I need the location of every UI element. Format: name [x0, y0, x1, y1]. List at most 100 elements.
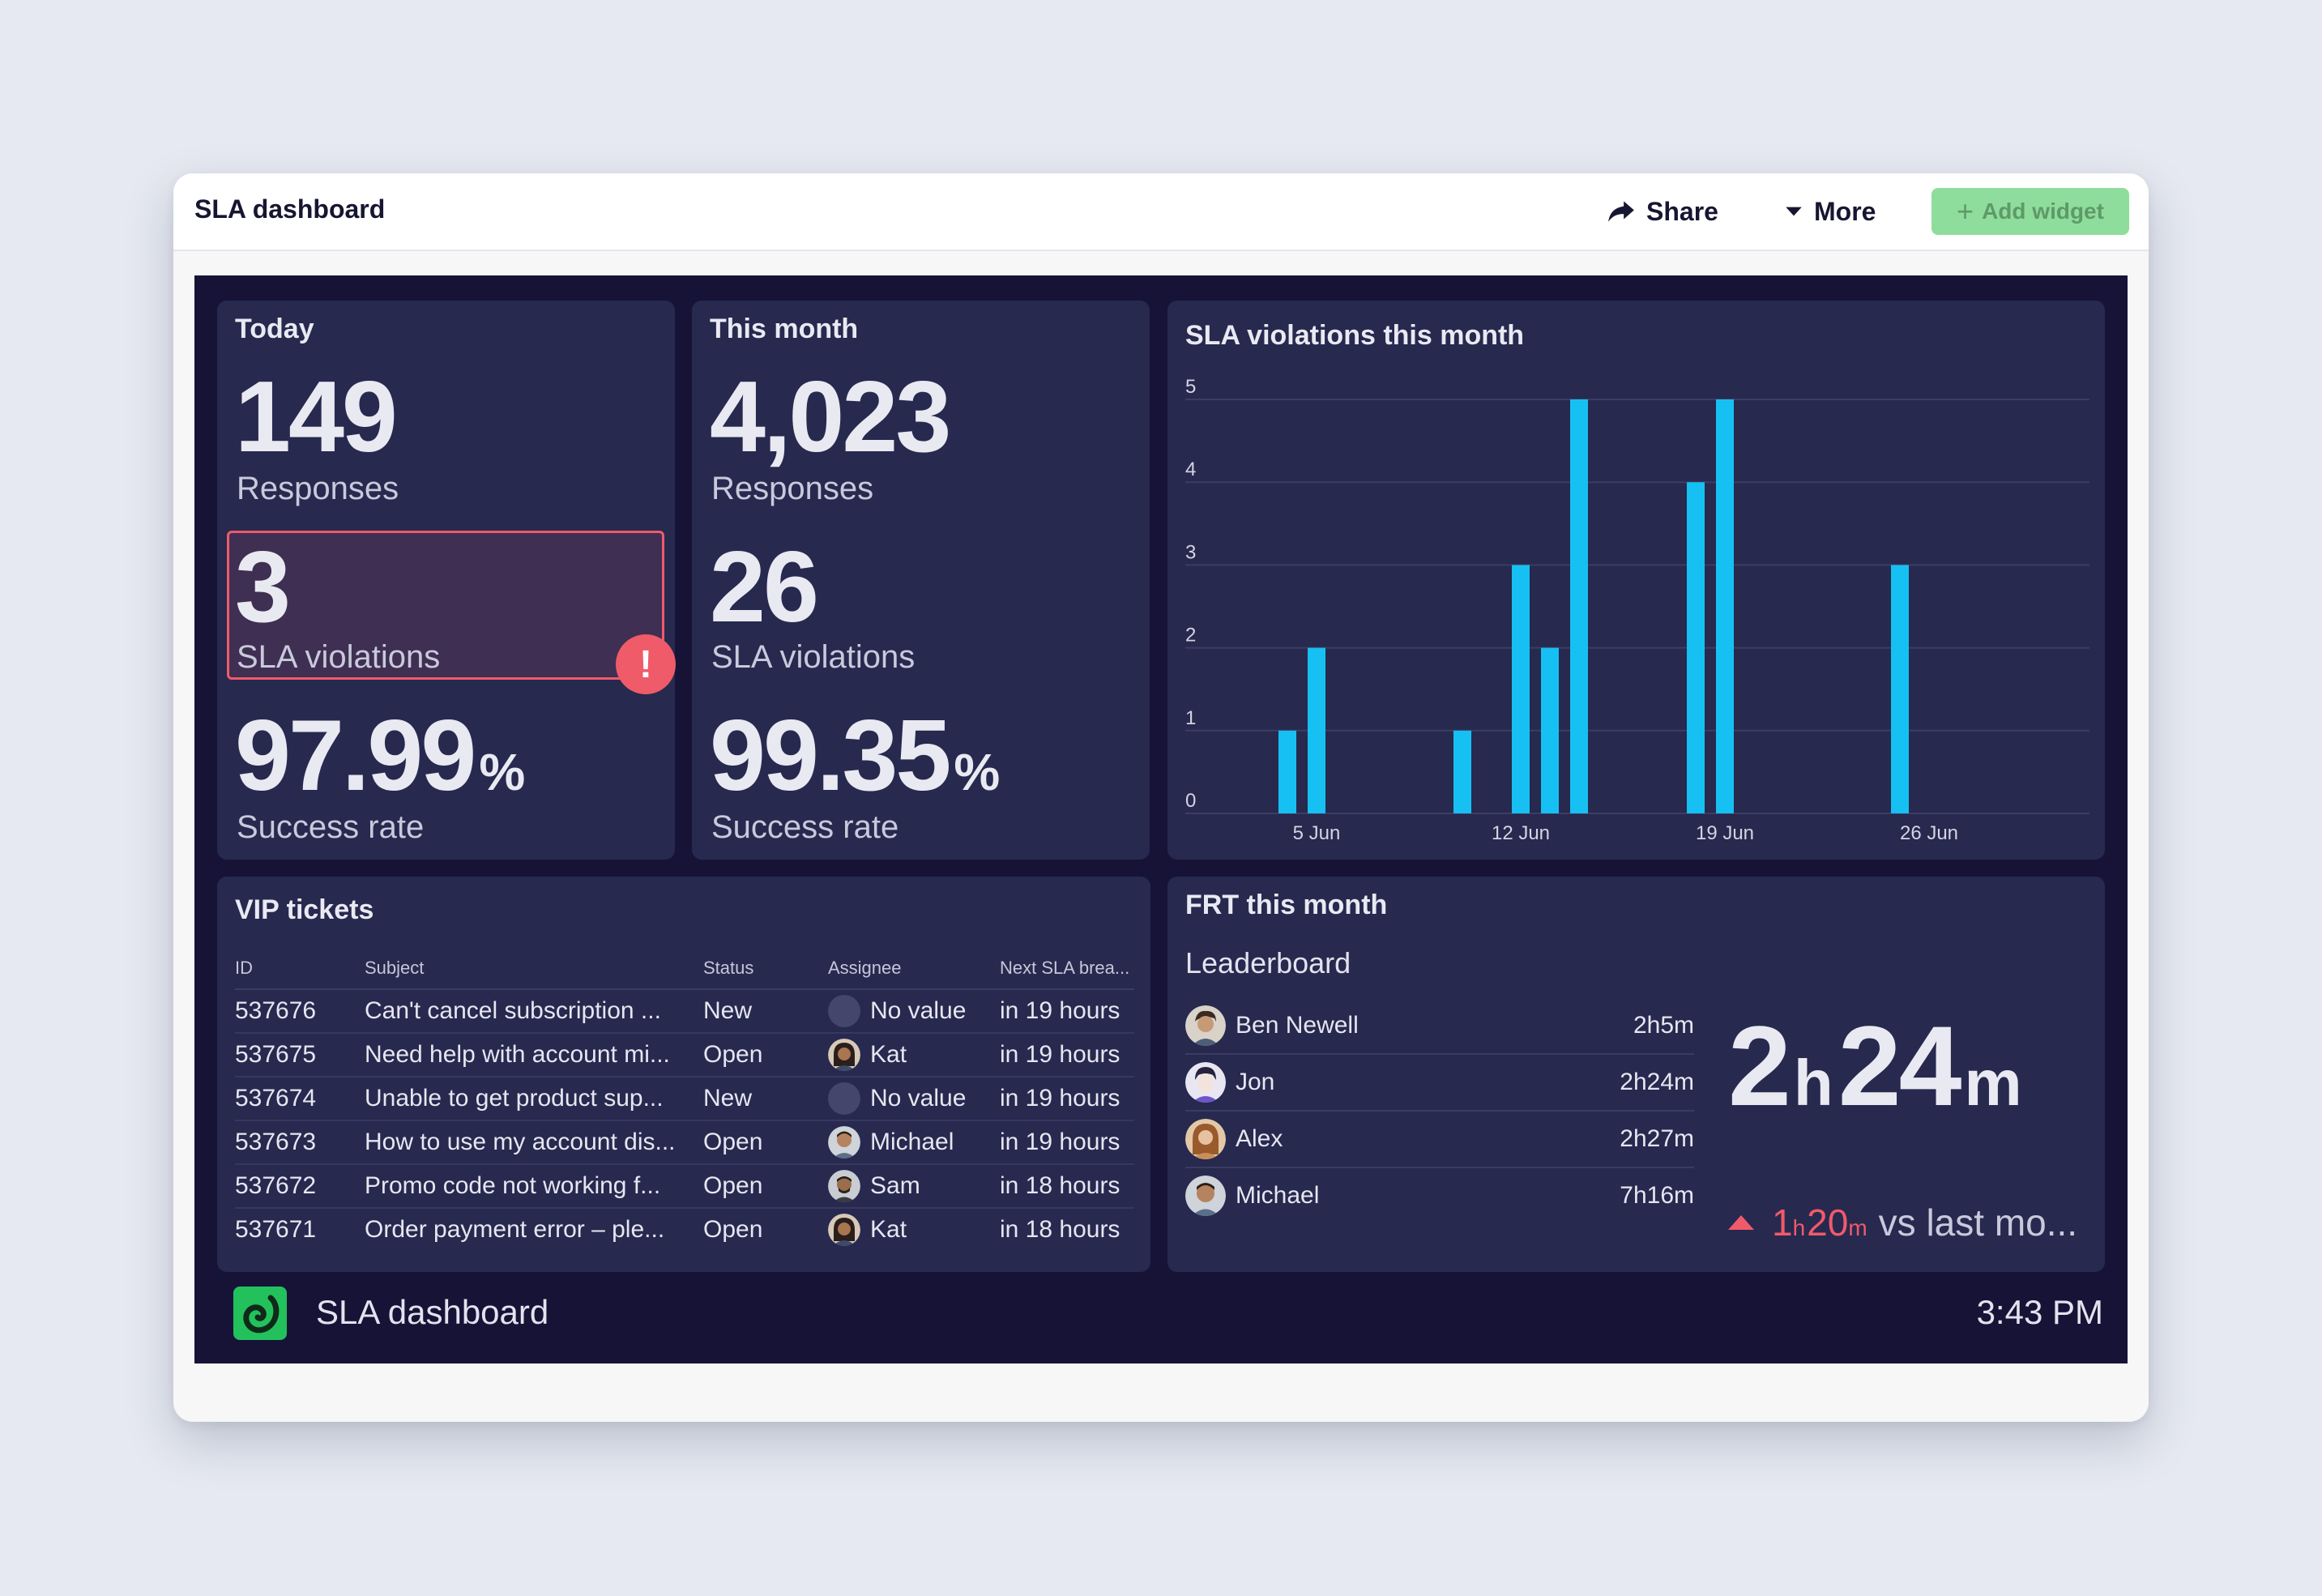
delta-suffix: vs last mo... [1878, 1201, 2078, 1244]
y-tick-label: 5 [1185, 376, 1196, 398]
chart-bar[interactable] [1570, 399, 1588, 813]
x-tick-label: 12 Jun [1492, 822, 1550, 844]
frt-widget[interactable]: FRT this month Leaderboard Ben Newell 2h… [1167, 877, 2105, 1272]
avatar [828, 1214, 860, 1246]
today-success-unit: % [479, 743, 526, 801]
assignee-name: Kat [870, 1041, 907, 1068]
ticket-id: 537676 [235, 989, 365, 1034]
frt-minutes: 24 [1838, 1002, 1962, 1129]
today-success-number: 97.99 [235, 700, 476, 812]
alert-icon: ! [616, 634, 676, 694]
assignee-name: Sam [870, 1172, 920, 1199]
table-row[interactable]: 537675 Need help with account mi... Open… [235, 1033, 1134, 1078]
chart-bar[interactable] [1512, 565, 1530, 813]
column-header-next-sla[interactable]: Next SLA brea... [1000, 948, 1134, 990]
this-month-widget[interactable]: This month 4,023 Responses 26 SLA violat… [692, 301, 1150, 860]
chart-bar[interactable] [1687, 482, 1705, 813]
today-responses-label: Responses [237, 471, 399, 506]
table-row[interactable]: 537671 Order payment error – ple... Open… [235, 1208, 1134, 1251]
ticket-id: 537673 [235, 1120, 365, 1165]
footer-title: SLA dashboard [316, 1293, 549, 1331]
plus-icon: + [1957, 194, 1974, 228]
column-header-assignee[interactable]: Assignee [828, 948, 1000, 990]
leader-time: 2h27m [1620, 1125, 1694, 1152]
leader-name: Michael [1236, 1182, 1320, 1209]
month-title: This month [710, 314, 859, 344]
ticket-next-sla: in 19 hours [1000, 1033, 1134, 1078]
delta-minutes-unit: m [1848, 1215, 1867, 1240]
list-item[interactable]: Ben Newell 2h5m [1185, 998, 1694, 1055]
x-tick-label: 19 Jun [1696, 822, 1754, 844]
chart-bar[interactable] [1278, 730, 1296, 813]
leader-name: Alex [1236, 1125, 1283, 1152]
ticket-next-sla: in 18 hours [1000, 1164, 1134, 1209]
sla-violations-chart-widget[interactable]: SLA violations this month 0 1 2 3 4 5 5 Jun 12 … [1167, 301, 2105, 860]
frt-title: FRT this month [1185, 890, 1388, 920]
y-tick-label: 1 [1185, 707, 1196, 729]
leader-time: 7h16m [1620, 1182, 1694, 1209]
app-window: SLA dashboard Share More + Add widget To… [173, 173, 2149, 1422]
y-tick-label: 2 [1185, 625, 1196, 647]
column-header-id[interactable]: ID [235, 948, 365, 990]
avatar [828, 1170, 860, 1202]
table-row[interactable]: 537674 Unable to get product sup... New … [235, 1077, 1134, 1121]
more-button[interactable]: More [1783, 190, 1876, 233]
ticket-assignee: Sam [828, 1164, 1000, 1209]
ticket-status: New [703, 989, 828, 1034]
column-header-status[interactable]: Status [703, 948, 828, 990]
add-widget-label: Add widget [1982, 198, 2104, 224]
logo-swirl-icon [243, 1295, 280, 1334]
list-item[interactable]: Jon 2h24m [1185, 1055, 1694, 1112]
ticket-next-sla: in 19 hours [1000, 1077, 1134, 1121]
month-violations-label: SLA violations [711, 639, 916, 675]
column-header-subject[interactable]: Subject [365, 948, 703, 990]
avatar [1185, 1176, 1226, 1216]
vip-title: VIP tickets [235, 894, 374, 925]
month-success-label: Success rate [711, 809, 899, 845]
ticket-assignee: Kat [828, 1208, 1000, 1251]
today-widget[interactable]: Today 149 Responses 3 SLA violations ! 9… [217, 301, 676, 860]
add-widget-button[interactable]: + Add widget [1931, 188, 2129, 235]
ticket-next-sla: in 19 hours [1000, 989, 1134, 1034]
chart-bar[interactable] [1716, 399, 1734, 813]
brand-logo-icon [233, 1287, 287, 1340]
leader-time: 2h24m [1620, 1069, 1694, 1095]
table-row[interactable]: 537676 Can't cancel subscription ... New… [235, 989, 1134, 1034]
delta-minutes: 20 [1807, 1201, 1849, 1244]
chart-bar[interactable] [1453, 730, 1471, 813]
avatar [1185, 1062, 1226, 1103]
frt-average-value: 2h24m [1728, 1009, 2027, 1123]
ticket-subject: Need help with account mi... [365, 1033, 703, 1078]
leader-time: 2h5m [1633, 1012, 1694, 1039]
today-success-label: Success rate [237, 809, 425, 845]
empty-avatar-icon [828, 1082, 860, 1115]
vip-tickets-widget[interactable]: VIP tickets ID Subject Status Assignee N… [217, 877, 1150, 1272]
ticket-id: 537672 [235, 1164, 365, 1209]
list-item[interactable]: Alex 2h27m [1185, 1112, 1694, 1168]
table-row[interactable]: 537673 How to use my account dis... Open… [235, 1120, 1134, 1165]
chart-bar[interactable] [1308, 647, 1325, 813]
frt-hours: 2 [1728, 1002, 1791, 1129]
caret-down-icon [1786, 207, 1802, 216]
ticket-assignee: No value [828, 989, 1000, 1034]
frt-delta: 1 h 20 m vs last mo... [1728, 1201, 2077, 1244]
month-responses-label: Responses [711, 471, 874, 506]
ticket-status: Open [703, 1120, 828, 1165]
month-success-number: 99.35 [710, 700, 951, 812]
chart-bar[interactable] [1891, 565, 1909, 813]
avatar [828, 1126, 860, 1159]
vip-tickets-table: ID Subject Status Assignee Next SLA brea… [235, 948, 1134, 1251]
list-item[interactable]: Michael 7h16m [1185, 1168, 1694, 1223]
leader-name: Jon [1236, 1069, 1275, 1095]
chart-bar[interactable] [1541, 647, 1559, 813]
table-row[interactable]: 537672 Promo code not working f... Open … [235, 1164, 1134, 1209]
share-button[interactable]: Share [1606, 190, 1718, 233]
ticket-status: Open [703, 1164, 828, 1209]
today-title: Today [235, 314, 314, 344]
month-responses-value: 4,023 [710, 361, 951, 473]
y-tick-label: 3 [1185, 541, 1196, 563]
ticket-id: 537671 [235, 1216, 317, 1243]
ticket-assignee: Michael [828, 1120, 1000, 1165]
frt-hours-unit: h [1793, 1047, 1833, 1119]
today-violations-value: 3 [235, 531, 291, 643]
